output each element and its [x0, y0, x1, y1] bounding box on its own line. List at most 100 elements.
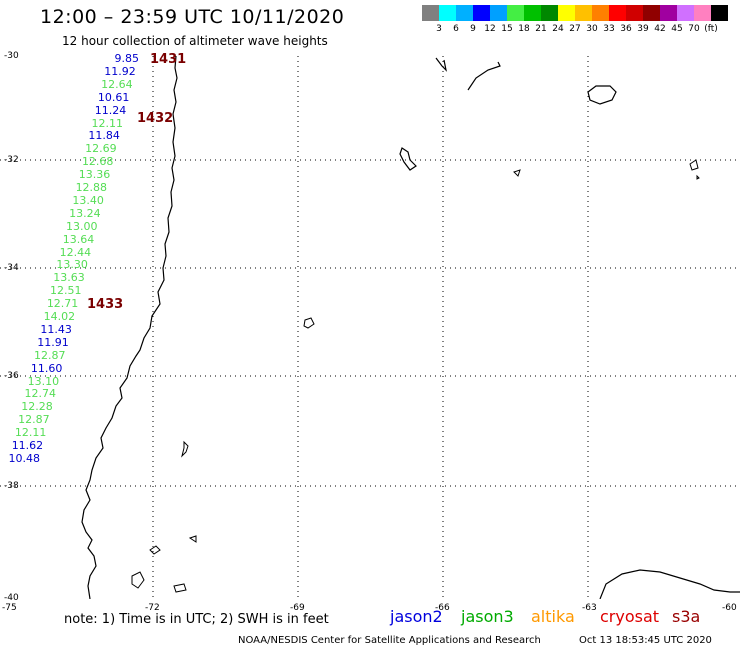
map-title: 12:00 – 23:59 UTC 10/11/2020	[40, 6, 345, 28]
scale-swatch	[575, 5, 592, 21]
wave-height-label: 10.61	[97, 90, 130, 104]
scale-label: 12	[484, 24, 496, 34]
landmass-southeast	[599, 569, 740, 599]
scale-swatch	[609, 5, 626, 21]
wave-height-label: 12.87	[34, 348, 66, 362]
scale-swatch	[456, 5, 473, 21]
wave-height-label: 12.28	[21, 400, 53, 414]
scale-swatch	[558, 5, 575, 21]
wave-height-label: 12.51	[50, 284, 82, 298]
longitude-label: -60	[722, 603, 737, 613]
scale-label: 27	[569, 24, 581, 34]
scale-swatch	[422, 5, 439, 21]
wave-height-label: 13.63	[53, 271, 85, 285]
wave-height-label: 12.44	[59, 245, 92, 259]
island-east-2	[696, 174, 700, 180]
wave-height-label: 10.48	[8, 451, 41, 465]
island-south-3	[173, 583, 187, 593]
latitude-label: -34	[4, 263, 19, 273]
wave-height-label: 11.91	[37, 335, 69, 349]
scale-label: 21	[535, 24, 547, 34]
wave-height-label: 11.62	[11, 439, 44, 452]
island-east-1	[689, 159, 699, 171]
scale-swatch	[507, 5, 524, 21]
scale-swatch	[524, 5, 541, 21]
island-coastal	[181, 440, 189, 458]
longitude-label: -66	[435, 603, 450, 613]
graticule	[0, 56, 740, 599]
scale-swatch	[694, 5, 711, 21]
scale-label: 30	[586, 24, 598, 34]
latitude-label: -30	[4, 51, 19, 61]
scale-label: 36	[620, 24, 632, 34]
scale-label: 15	[501, 24, 513, 34]
island-south-1	[149, 545, 161, 555]
scale-label: 39	[637, 24, 649, 34]
wave-height-label: 13.36	[78, 168, 111, 182]
scale-label: 42	[654, 24, 666, 34]
orbit-label: 1431	[150, 52, 187, 67]
credit-line: NOAA/NESDIS Center for Satellite Applica…	[238, 635, 541, 646]
coastline-chile	[81, 56, 178, 599]
map-subtitle: 12 hour collection of altimeter wave hei…	[62, 34, 328, 48]
wave-height-label: 12.64	[101, 77, 133, 91]
wave-height-label: 12.11	[14, 426, 47, 440]
satellite-legend-entry: jason2	[390, 607, 443, 626]
wave-height-label: 13.64	[62, 232, 95, 246]
island-south-2	[131, 571, 145, 589]
wave-height-label: 13.40	[72, 193, 104, 207]
longitude-label: -63	[582, 603, 597, 613]
scale-label: 18	[518, 24, 530, 34]
wave-height-label: 12.68	[81, 155, 114, 169]
island-northeast-1	[587, 85, 617, 105]
scale-label: 33	[603, 24, 615, 34]
wave-height-label: 14.02	[43, 310, 76, 323]
scale-label: 3	[436, 24, 442, 34]
generated-timestamp: Oct 13 18:53:45 UTC 2020	[579, 635, 712, 646]
scale-label: 45	[671, 24, 683, 34]
longitude-label: -69	[290, 603, 305, 613]
longitude-label: -72	[145, 603, 160, 613]
scale-swatch	[473, 5, 490, 21]
wave-height-label: 12.69	[85, 142, 117, 156]
wave-height-label: 11.43	[40, 322, 72, 336]
scale-swatch	[660, 5, 677, 21]
wave-height-label: 13.24	[69, 206, 101, 220]
scale-swatch	[677, 5, 694, 21]
orbit-label: 1433	[87, 297, 124, 312]
map-area	[0, 56, 740, 599]
wave-height-label: 12.88	[75, 181, 108, 194]
satellite-legend-entry: cryosat	[600, 607, 660, 626]
scale-label: 70	[688, 24, 700, 34]
latitude-label: -36	[4, 371, 19, 381]
wave-height-label: 12.74	[24, 387, 56, 401]
island-south-4	[188, 535, 197, 543]
longitude-label: -75	[2, 603, 17, 613]
wave-height-label: 11.84	[88, 129, 120, 143]
wave-height-label: 11.60	[30, 361, 63, 375]
scale-swatch	[592, 5, 609, 21]
island-mid-2	[513, 169, 521, 177]
scale-swatch	[626, 5, 643, 21]
orbit-label: 1432	[137, 111, 174, 126]
scale-swatch	[643, 5, 660, 21]
satellite-legend-entry: altika	[531, 607, 575, 626]
satellite-legend-entry: jason3	[461, 607, 514, 626]
wave-height-label: 13.30	[56, 258, 88, 272]
island-offshore-1	[303, 317, 315, 329]
island-mid-1	[399, 147, 417, 171]
units-note: note: 1) Time is in UTC; 2) SWH is in fe…	[64, 612, 329, 627]
wave-height-color-scale	[422, 5, 728, 21]
wave-height-label: 11.92	[104, 64, 136, 78]
wave-height-label: 11.24	[94, 103, 127, 117]
scale-swatch	[711, 5, 728, 21]
wave-height-label: 13.00	[65, 219, 98, 233]
wave-height-label: 12.11	[91, 116, 124, 130]
wave-height-label: 13.10	[27, 374, 60, 388]
satellite-legend-entry: s3a	[672, 607, 701, 626]
wave-height-label: 9.85	[114, 52, 140, 65]
scale-label: 6	[453, 24, 459, 34]
scale-swatch	[490, 5, 507, 21]
scale-label: (ft)	[704, 24, 718, 34]
landmass-northeast	[435, 57, 501, 91]
